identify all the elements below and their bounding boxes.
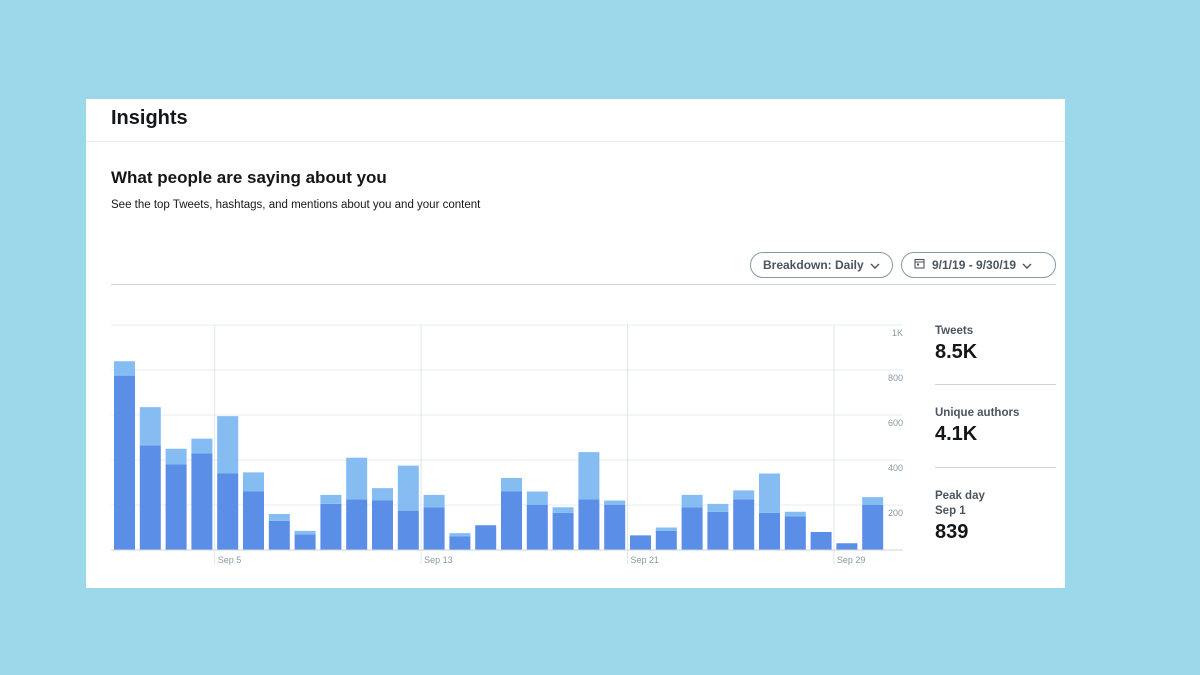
- bar-segment-light: [526, 491, 548, 505]
- bar-segment-light: [681, 494, 703, 508]
- chevron-down-icon: [1022, 258, 1032, 272]
- bar-segment-light: [655, 527, 677, 531]
- bar-segment-light: [191, 438, 213, 454]
- bar-segment-light: [268, 514, 290, 521]
- bar-segment-dark: [268, 520, 290, 550]
- bar-segment-dark: [397, 510, 419, 550]
- breakdown-dropdown[interactable]: Breakdown: Daily: [750, 252, 893, 278]
- bar-segment-dark: [759, 512, 780, 550]
- page-title: Insights: [111, 107, 188, 129]
- bar-segment-dark: [449, 536, 471, 550]
- bar-segment-light: [784, 511, 806, 517]
- x-tick-label: Sep 29: [837, 555, 866, 565]
- bar-segment-light: [707, 503, 729, 512]
- stat-peak-day: Peak day Sep 1 839: [935, 490, 985, 544]
- date-range-label: 9/1/19 - 9/30/19: [932, 258, 1017, 272]
- bar-segment-light: [372, 488, 393, 501]
- chevron-down-icon: [870, 258, 880, 272]
- bar-segment-light: [578, 452, 600, 500]
- bar-segment-light: [165, 448, 187, 465]
- stat-divider: [935, 467, 1056, 468]
- date-range-dropdown[interactable]: 9/1/19 - 9/30/19: [901, 252, 1056, 278]
- bar-segment-dark: [604, 505, 626, 550]
- bar-segment-dark: [681, 507, 703, 550]
- divider: [111, 284, 1056, 285]
- bar-segment-dark: [810, 532, 832, 550]
- x-tick-label: Sep 21: [631, 555, 660, 565]
- bar-segment-dark: [139, 445, 161, 550]
- bar-segment-light: [759, 473, 780, 513]
- stat-divider: [935, 384, 1056, 385]
- bar-segment-dark: [630, 535, 651, 550]
- y-tick-label: 1K: [892, 328, 903, 338]
- bar-segment-dark: [733, 499, 755, 550]
- stat-peak-date: Sep 1: [935, 505, 966, 517]
- x-tick-label: Sep 13: [424, 555, 453, 565]
- bar-segment-dark: [655, 530, 677, 550]
- y-tick-label: 600: [888, 418, 903, 428]
- bar-segment-light: [604, 500, 626, 505]
- calendar-icon: [914, 258, 925, 272]
- stat-tweets: Tweets 8.5K: [935, 325, 977, 364]
- bar-segment-light: [552, 507, 574, 513]
- bar-segment-dark: [217, 473, 239, 550]
- bar-segment-dark: [165, 464, 187, 550]
- bar-segment-dark: [423, 507, 445, 550]
- y-tick-label: 200: [888, 508, 903, 518]
- x-tick-label: Sep 5: [218, 555, 242, 565]
- bar-segment-dark: [707, 511, 729, 550]
- bar-segment-light: [139, 407, 161, 446]
- section-title: What people are saying about you: [111, 168, 387, 187]
- bar-segment-light: [346, 457, 368, 500]
- stat-tweets-label: Tweets: [935, 325, 974, 337]
- bar-segment-light: [501, 478, 522, 492]
- bar-segment-light: [320, 494, 342, 504]
- bar-segment-dark: [784, 516, 806, 550]
- stat-unique-authors: Unique authors 4.1K: [935, 407, 1019, 446]
- tweets-bar-chart: 1K 800 600 400 200 Sep 5 Sep 13 Sep 21 Sep 29: [111, 324, 903, 565]
- bar-segment-dark: [501, 491, 522, 550]
- bar-segment-dark: [526, 505, 548, 550]
- stat-tweets-value: 8.5K: [935, 341, 978, 363]
- bar-segment-dark: [372, 500, 393, 550]
- bar-segment-dark: [320, 503, 342, 550]
- bar-segment-dark: [191, 453, 213, 550]
- header: Insights: [86, 99, 1065, 142]
- bar-segment-dark: [836, 543, 858, 550]
- bar-segment-light: [423, 494, 445, 508]
- bar-segment-dark: [346, 499, 368, 550]
- bar-segment-dark: [552, 512, 574, 550]
- bar-segment-dark: [114, 375, 135, 550]
- bar-segment-light: [449, 533, 471, 537]
- bar-segment-light: [862, 497, 884, 505]
- bar-segment-dark: [862, 505, 884, 550]
- bar-segment-dark: [475, 525, 497, 550]
- stat-authors-label: Unique authors: [935, 407, 1020, 419]
- breakdown-label: Breakdown: Daily: [763, 258, 864, 272]
- bar-segment-light: [733, 490, 755, 500]
- stat-peak-label: Peak day: [935, 490, 985, 502]
- bar-segment-light: [243, 472, 264, 492]
- bar-segment-dark: [294, 534, 316, 550]
- stat-peak-value: 839: [935, 521, 969, 543]
- bar-segment-light: [294, 530, 316, 535]
- stat-authors-value: 4.1K: [935, 423, 978, 445]
- bar-segment-dark: [578, 499, 600, 550]
- y-tick-label: 400: [888, 463, 903, 473]
- bar-segment-light: [114, 361, 135, 376]
- insights-card: Insights What people are saying about yo…: [86, 99, 1065, 588]
- bar-segment-light: [217, 416, 239, 474]
- bar-segment-light: [397, 465, 419, 511]
- bar-segment-dark: [243, 491, 264, 550]
- section-subtitle: See the top Tweets, hashtags, and mentio…: [111, 199, 481, 211]
- y-tick-label: 800: [888, 373, 903, 383]
